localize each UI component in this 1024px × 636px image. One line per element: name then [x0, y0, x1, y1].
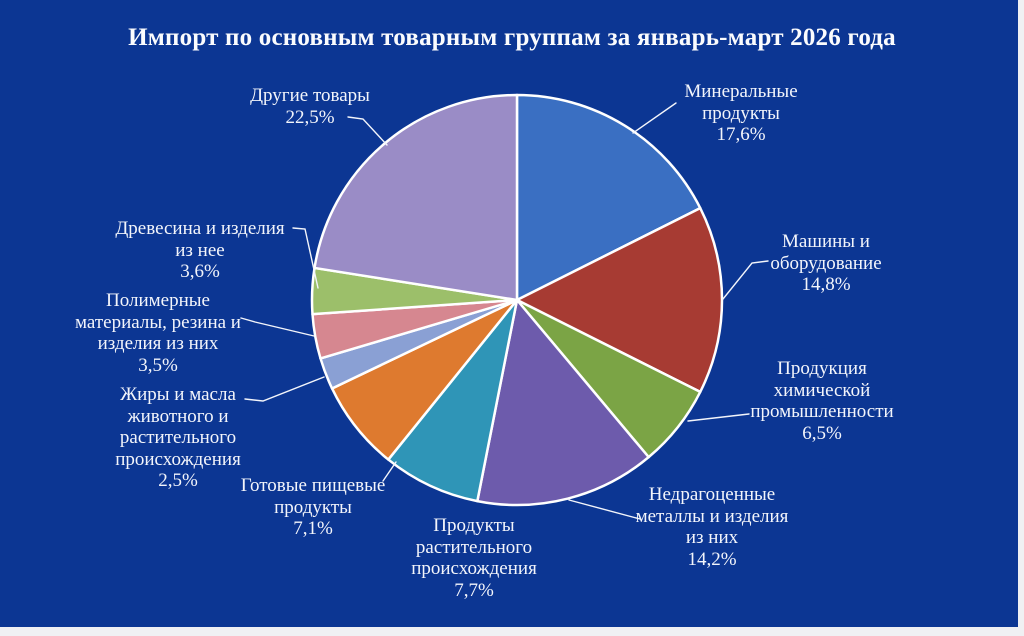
slice-label-9: Древесина и изделия из нее 3,6% — [115, 218, 285, 282]
slice-label-3: Продукция химической промышленности 6,5% — [750, 358, 894, 444]
chart-title: Импорт по основным товарным группам за я… — [128, 24, 896, 51]
slice-label-10: Другие товары 22,5% — [250, 85, 370, 128]
leader-line-3 — [687, 413, 750, 422]
leader-line-6 — [382, 461, 397, 482]
leader-line-2 — [722, 260, 769, 300]
leader-line-10 — [347, 116, 388, 146]
slice-label-8: Полимерные материалы, резина и изделия из … — [75, 290, 241, 376]
leader-line-4 — [568, 499, 641, 520]
slice-label-7: Жиры и масла животного и растительного прои… — [115, 384, 241, 491]
pie-slice-10 — [313, 93, 519, 302]
pie-slice-1 — [515, 93, 702, 302]
leader-line-7 — [244, 376, 325, 402]
slice-label-1: Минеральные продукты 17,6% — [684, 81, 798, 145]
slice-label-4: Недрагоценные металлы и изделия из них 14,2… — [635, 484, 789, 570]
leader-line-9 — [292, 227, 319, 289]
leader-line-1 — [632, 102, 677, 134]
slice-label-2: Машины и оборудование 14,8% — [770, 231, 882, 295]
slice-label-6: Готовые пищевые продукты 7,1% — [240, 475, 386, 539]
pie-slice-4 — [476, 298, 650, 507]
pie-slice-5 — [387, 298, 519, 503]
leader-line-8 — [240, 317, 315, 337]
slice-label-5: Продукты растительного происхождения 7,7% — [411, 515, 537, 601]
pie-slice-2 — [515, 206, 724, 394]
